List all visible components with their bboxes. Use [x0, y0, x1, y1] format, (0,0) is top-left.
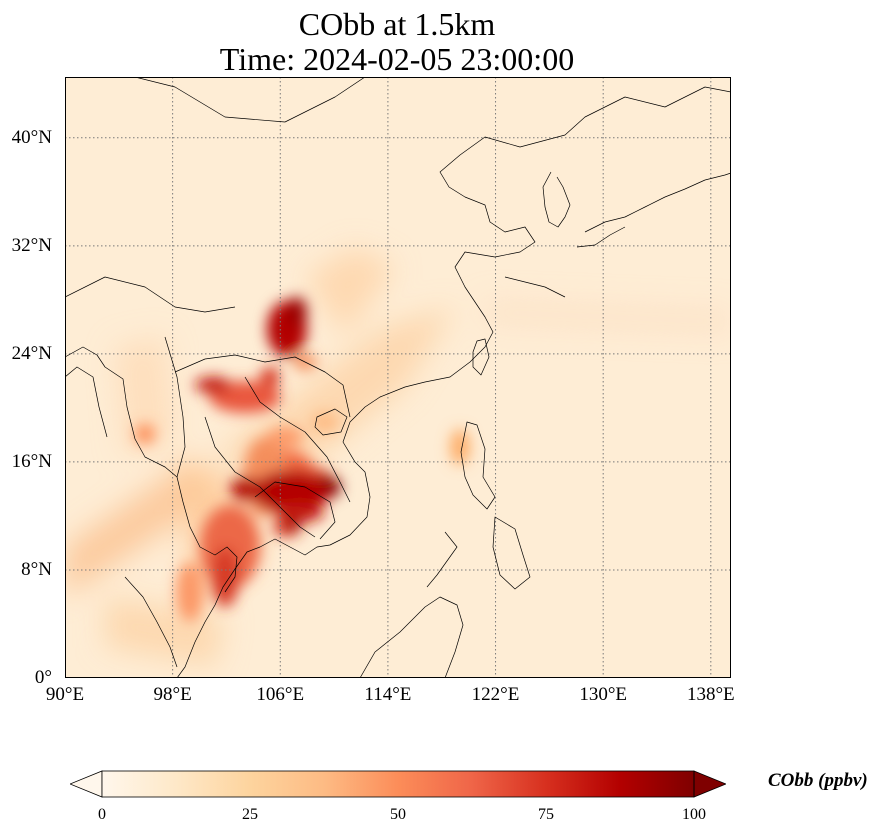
coastline-ryukyu [504, 276, 566, 298]
colorbar-tick-label: 25 [242, 806, 258, 823]
lon-tick-label: 106°E [256, 684, 305, 705]
lon-tick-label: 98°E [153, 684, 192, 705]
lat-tick-label: 16°N [11, 450, 52, 472]
coastline-myanmar [64, 346, 178, 478]
concentration-field [65, 247, 731, 667]
map-border [65, 77, 731, 678]
colorbar-tick-label: 75 [538, 806, 554, 823]
colorbar-gradient [102, 771, 694, 797]
coastline-taiwan [472, 338, 490, 376]
border-china-south [174, 354, 351, 418]
lat-tick-label: 40°N [11, 126, 52, 148]
coastline-malay-peninsula [176, 476, 238, 593]
coastline-mainland [176, 86, 732, 679]
lon-tick-label: 138°E [686, 684, 735, 705]
map-panel [64, 76, 732, 679]
border-mongolia [134, 76, 366, 123]
lon-tick-label: 122°E [471, 684, 520, 705]
coastline-japan-south [576, 226, 626, 248]
map-subtitle-time: Time: 2024-02-05 23:00:00 [219, 41, 575, 77]
hotspot-cores [135, 297, 470, 622]
coastline-philippines-south [492, 516, 531, 590]
coastlines-and-borders [64, 76, 732, 679]
border-thailand-cambodia [204, 416, 316, 538]
lon-tick-label: 130°E [579, 684, 628, 705]
lat-tick-label: 24°N [11, 342, 52, 364]
border-china-north [64, 276, 236, 313]
map-title: CObb at 1.5km [298, 6, 496, 42]
colorbar-tick-label: 0 [98, 806, 106, 823]
colorbar-tick-label: 50 [390, 806, 406, 823]
border-cambodia [254, 481, 336, 540]
colorbar-tick-label: 100 [682, 806, 706, 823]
colorbar-extend-min [70, 770, 103, 798]
colorbar-title: CObb (ppbv) [768, 770, 868, 791]
lon-tick-label: 90°E [45, 684, 85, 705]
coastline-bay-of-bengal [64, 366, 108, 438]
lat-tick-label: 32°N [11, 234, 52, 256]
coastline-korea [542, 171, 571, 228]
lon-tick-label: 114°E [364, 684, 412, 705]
border-laos-vietnam [244, 376, 351, 503]
coastline-palawan [426, 531, 458, 588]
coastline-japan [584, 172, 732, 233]
lat-tick-label: 8°N [21, 558, 52, 580]
colorbar-extend-max [693, 770, 726, 798]
colorbar [70, 770, 726, 798]
border-myanmar-thailand [164, 336, 186, 478]
coastline-luzon [460, 421, 496, 510]
coastline-sumatra [124, 576, 178, 668]
map-svg [64, 76, 732, 679]
coastline-borneo [359, 596, 464, 679]
coastline-hainan [314, 408, 348, 436]
lat-tick-label: 0° [34, 667, 52, 688]
